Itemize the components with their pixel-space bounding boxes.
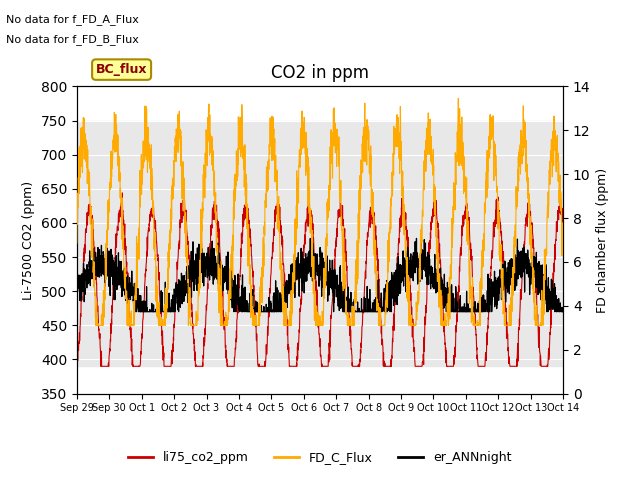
Text: BC_flux: BC_flux xyxy=(96,63,147,76)
Text: No data for f_FD_B_Flux: No data for f_FD_B_Flux xyxy=(6,34,140,45)
Title: CO2 in ppm: CO2 in ppm xyxy=(271,64,369,82)
Y-axis label: Li-7500 CO2 (ppm): Li-7500 CO2 (ppm) xyxy=(22,180,35,300)
Legend: li75_co2_ppm, FD_C_Flux, er_ANNnight: li75_co2_ppm, FD_C_Flux, er_ANNnight xyxy=(124,446,516,469)
Text: No data for f_FD_A_Flux: No data for f_FD_A_Flux xyxy=(6,14,140,25)
Y-axis label: FD chamber flux (ppm): FD chamber flux (ppm) xyxy=(596,168,609,312)
Bar xyxy=(77,120,563,366)
